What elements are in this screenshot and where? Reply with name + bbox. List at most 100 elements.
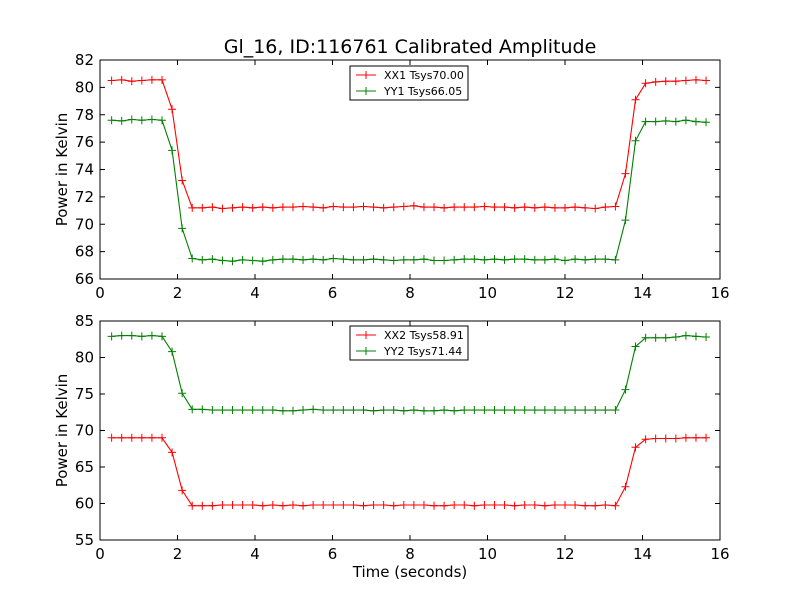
data-point-marker — [359, 202, 368, 211]
data-point-marker — [319, 500, 328, 509]
data-point-marker — [520, 406, 529, 415]
data-point-marker — [591, 406, 600, 415]
data-point-marker — [470, 255, 479, 264]
data-point-marker — [158, 116, 166, 125]
legend: XX2 Tsys58.91 YY2 Tsys71.44 — [349, 325, 469, 361]
data-point-marker — [671, 333, 680, 342]
data-point-marker — [369, 203, 378, 212]
y-tick-label: 78 — [75, 106, 94, 124]
data-point-marker — [641, 333, 650, 342]
data-point-marker — [329, 500, 338, 509]
data-point-marker — [238, 203, 247, 212]
data-point-marker — [702, 76, 711, 85]
data-point-marker — [268, 255, 277, 264]
y-axis-label: Power in Kelvin — [53, 374, 71, 488]
legend-label: XX1 Tsys70.00 — [384, 69, 464, 82]
y-tick-label: 76 — [75, 133, 94, 151]
data-point-marker — [550, 500, 559, 509]
data-point-marker — [178, 389, 187, 398]
data-point-marker — [419, 203, 428, 212]
data-point-marker — [631, 136, 640, 145]
y-axis-label: Power in Kelvin — [53, 113, 71, 227]
data-point-marker — [681, 331, 690, 340]
data-point-marker — [188, 501, 197, 510]
data-point-marker — [681, 76, 690, 85]
y-tick-label: 72 — [75, 188, 94, 206]
data-point-marker — [379, 203, 388, 212]
data-point-marker — [309, 203, 318, 212]
x-tick-label: 8 — [405, 284, 415, 302]
data-point-marker — [550, 203, 559, 212]
data-point-marker — [470, 406, 479, 415]
data-point-marker — [349, 255, 358, 264]
legend-box — [349, 65, 469, 101]
data-point-marker — [621, 482, 630, 491]
data-point-marker — [198, 255, 207, 264]
data-point-marker — [147, 75, 156, 84]
data-point-marker — [611, 501, 620, 510]
y-tick-label: 80 — [75, 78, 94, 96]
data-point-marker — [601, 203, 610, 212]
data-point-marker — [621, 169, 630, 178]
data-point-marker — [571, 406, 580, 415]
data-point-marker — [339, 255, 348, 264]
data-point-marker — [188, 254, 197, 263]
data-point-marker — [611, 406, 620, 415]
x-tick-label: 8 — [405, 545, 415, 563]
data-point-marker — [510, 406, 519, 415]
data-point-marker — [540, 501, 549, 510]
y-tick-label: 85 — [75, 312, 94, 330]
data-point-marker — [691, 433, 700, 442]
data-point-marker — [278, 255, 287, 264]
data-point-marker — [198, 501, 207, 510]
data-point-marker — [299, 202, 308, 211]
data-point-marker — [238, 500, 247, 509]
data-point-marker — [611, 202, 620, 211]
legend-label: YY2 Tsys71.44 — [383, 345, 462, 358]
data-point-marker — [117, 75, 126, 84]
data-point-marker — [561, 203, 569, 212]
y-tick-label: 66 — [75, 270, 94, 288]
data-point-marker — [450, 406, 459, 415]
data-point-marker — [661, 434, 670, 443]
data-point-marker — [460, 203, 469, 212]
data-point-marker — [218, 500, 227, 509]
data-point-marker — [460, 500, 469, 509]
data-point-marker — [480, 500, 489, 509]
data-point-marker — [530, 406, 539, 415]
bottom-subplot: 0 2 4 6 8 10 12 14 16 55 60 65 70 75 80 85 Power in Kelv… — [53, 312, 730, 581]
data-point-marker — [530, 203, 539, 212]
data-point-marker — [107, 332, 116, 341]
y-tick-label: 60 — [75, 495, 94, 513]
data-point-marker — [137, 116, 146, 125]
data-point-marker — [691, 75, 700, 84]
data-point-marker — [399, 202, 408, 211]
data-point-marker — [460, 406, 469, 415]
x-tick-label: 4 — [250, 284, 260, 302]
data-point-marker — [147, 115, 156, 124]
y-tick-label: 70 — [75, 422, 94, 440]
data-point-marker — [520, 255, 529, 264]
data-point-marker — [208, 203, 217, 212]
data-point-marker — [671, 117, 680, 126]
data-point-marker — [168, 146, 177, 155]
data-point-marker — [168, 448, 177, 457]
data-point-marker — [158, 433, 166, 442]
data-point-marker — [137, 76, 146, 85]
data-point-marker — [409, 201, 418, 210]
data-point-marker — [490, 500, 499, 509]
data-point-marker — [228, 406, 237, 415]
data-point-marker — [369, 255, 378, 264]
data-point-marker — [510, 203, 519, 212]
data-point-marker — [450, 500, 459, 509]
data-point-marker — [661, 333, 670, 342]
data-point-marker — [621, 216, 630, 225]
data-point-marker — [540, 406, 549, 415]
data-point-marker — [681, 433, 690, 442]
data-point-marker — [268, 406, 277, 415]
data-point-marker — [218, 406, 227, 415]
data-point-marker — [571, 255, 580, 264]
data-point-marker — [581, 203, 590, 212]
